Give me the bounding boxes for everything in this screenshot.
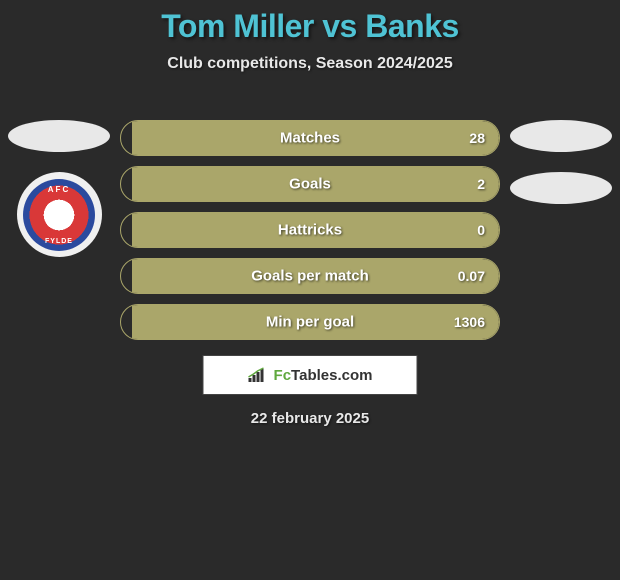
flag-placeholder-right-1	[510, 120, 612, 152]
stat-value-right: 0.07	[458, 268, 485, 284]
title-block: Tom Miller vs Banks Club competitions, S…	[0, 0, 620, 73]
brand-badge: FcTables.com	[203, 355, 418, 395]
brand-suffix: Tables.com	[291, 367, 372, 384]
chart-icon	[248, 367, 268, 383]
club-badge-inner: AFC FYLDE	[23, 179, 95, 251]
stats-container: Matches 28 Goals 2 Hattricks 0 Goals per match…	[120, 120, 500, 350]
stat-value-right: 0	[477, 222, 485, 238]
stat-bar: Matches 28	[120, 120, 500, 156]
stat-bar-left-segment	[121, 213, 132, 247]
stat-label: Min per goal	[266, 314, 354, 331]
stat-value-right: 2	[477, 176, 485, 192]
stat-bar: Goals 2	[120, 166, 500, 202]
stat-label: Goals	[289, 176, 331, 193]
stat-value-right: 28	[469, 130, 485, 146]
stat-bar-left-segment	[121, 305, 132, 339]
flag-placeholder-right-2	[510, 172, 612, 204]
player1-name: Tom Miller	[161, 8, 314, 44]
club-badge-bottom-text: FYLDE	[45, 238, 73, 245]
player2-name: Banks	[365, 8, 459, 44]
right-badge-column	[510, 120, 612, 224]
flag-placeholder-left	[8, 120, 110, 152]
club-badge-top-text: AFC	[48, 185, 70, 194]
brand-prefix: Fc	[274, 367, 292, 384]
stat-bar-left-segment	[121, 121, 132, 155]
stat-label: Goals per match	[251, 268, 369, 285]
stat-bar: Min per goal 1306	[120, 304, 500, 340]
left-badge-column: AFC FYLDE	[8, 120, 110, 257]
club-badge-left: AFC FYLDE	[17, 172, 102, 257]
page-title: Tom Miller vs Banks	[0, 8, 620, 45]
subtitle: Club competitions, Season 2024/2025	[0, 55, 620, 73]
brand-text: FcTables.com	[274, 367, 373, 384]
stat-bar-left-segment	[121, 167, 132, 201]
stat-bar: Goals per match 0.07	[120, 258, 500, 294]
stat-bar: Hattricks 0	[120, 212, 500, 248]
stat-bar-left-segment	[121, 259, 132, 293]
stat-label: Hattricks	[278, 222, 342, 239]
stat-label: Matches	[280, 130, 340, 147]
vs-separator: vs	[322, 8, 357, 44]
stat-value-right: 1306	[454, 314, 485, 330]
footer-date: 22 february 2025	[251, 410, 369, 427]
